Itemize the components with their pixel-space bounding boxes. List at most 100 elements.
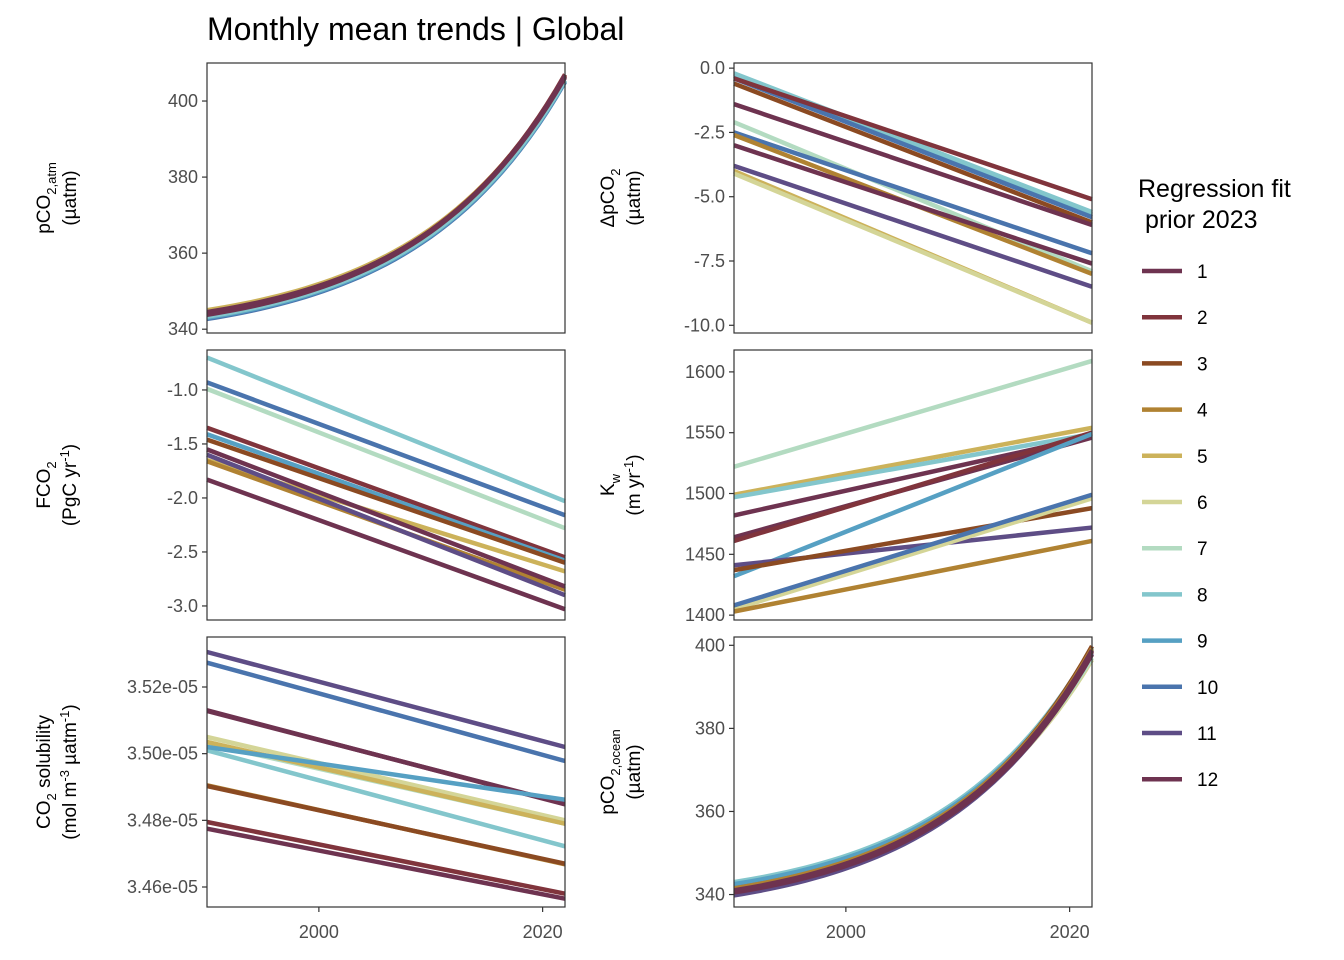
y-axis-unit-main-kw: (m yr	[624, 472, 645, 516]
series-line-dpco2-month-1-5	[733, 102, 1093, 228]
y-tick-label-pco2ocean-1: 360	[695, 801, 725, 821]
x-tick-label-pco2ocean-1: 2020	[1050, 922, 1090, 942]
y-tick-label-fco2-1: -1.5	[167, 434, 198, 454]
series-line-dpco2-month-3-4	[733, 81, 1093, 225]
y-axis-title-main-pco2atm: pCO	[34, 195, 55, 234]
series-line-solubility-month-3-10	[206, 783, 566, 866]
y-tick-label-dpco2-2: -5.0	[694, 187, 725, 207]
series-line-dpco2-month-11-10	[733, 163, 1093, 289]
y-tick-label-pco2atm-0: 340	[168, 319, 198, 339]
y-tick-label-dpco2-0: 0.0	[700, 58, 725, 78]
y-tick-label-solubility-0: 3.46e-05	[127, 877, 198, 897]
series-line-kw-month-6-9	[733, 496, 1093, 612]
panel-border-solubility	[206, 636, 566, 908]
panel-border-pco2atm	[206, 62, 566, 334]
y-axis-unit-sup-kw: -1	[621, 461, 636, 473]
series-line-pco2ocean-month-6-0	[733, 658, 1094, 889]
y-tick-label-pco2atm-3: 400	[168, 91, 198, 111]
series-line-kw-month-9-6	[733, 431, 1093, 579]
series-line-kw-month-2-5	[733, 430, 1093, 544]
series-line-fco2-month-10-2	[206, 380, 566, 518]
legend-label-7: 7	[1197, 539, 1208, 560]
series-line-dpco2-month-10-2	[733, 76, 1093, 220]
y-axis-unit-main-pco2ocean: (µatm)	[624, 744, 645, 799]
y-tick-label-dpco2-1: -2.5	[694, 122, 725, 142]
series-line-solubility-month-6-4	[206, 734, 566, 823]
y-axis-title-sub-kw: w	[608, 473, 623, 484]
legend-label-6: 6	[1197, 493, 1208, 514]
series-line-pco2ocean-month-1-10	[733, 649, 1094, 893]
legend-label-2: 2	[1197, 308, 1208, 329]
y-axis-unit-sup-fco2: -1	[57, 450, 72, 462]
series-line-dpco2-month-7-6	[733, 120, 1093, 274]
y-tick-label-pco2ocean-2: 380	[695, 718, 725, 738]
panel-dpco2: 0.0 -2.5 -5.0 -7.5 -10.0 ΔpCO2 (µatm)	[598, 58, 1093, 335]
series-line-solubility-month-1-3	[206, 708, 566, 806]
y-axis-title-main-solubility: CO	[34, 800, 55, 829]
series-line-kw-month-8-2	[733, 431, 1093, 500]
y-axis-unit-sup-solubility: -3	[57, 770, 72, 782]
y-axis-unit-kw: (m yr-1)	[621, 454, 645, 515]
series-line-pco2ocean-month-2-7	[733, 650, 1094, 897]
x-tick-label-solubility-1: 2020	[523, 922, 563, 942]
series-line-pco2atm-month-9-1	[206, 80, 567, 321]
panel-fco2: -1.0 -1.5 -2.0 -2.5 -3.0 FCO2 (PgC yr-1)	[34, 349, 566, 621]
y-axis-title-main-kw: K	[598, 483, 619, 496]
series-line-pco2ocean-month-3-5	[733, 645, 1094, 893]
y-axis-unit-fco2: (PgC yr-1)	[57, 444, 81, 526]
series-line-pco2ocean-month-8-2	[733, 646, 1094, 885]
y-tick-label-dpco2-4: -10.0	[684, 315, 725, 335]
y-tick-label-solubility-3: 3.52e-05	[127, 677, 198, 697]
y-tick-label-solubility-2: 3.50e-05	[127, 744, 198, 764]
legend-label-8: 8	[1197, 585, 1208, 606]
y-tick-label-kw-0: 1400	[685, 605, 725, 625]
y-axis-unit-dpco2: (µatm)	[624, 170, 645, 225]
y-tick-label-fco2-3: -2.5	[167, 542, 198, 562]
series-line-fco2-month-1-8	[206, 447, 566, 589]
legend-title-line1: Regression fit	[1138, 175, 1291, 203]
series-line-pco2atm-month-3-4	[206, 74, 567, 316]
series-line-solubility-month-9-8	[206, 744, 566, 802]
y-tick-label-dpco2-3: -7.5	[694, 251, 725, 271]
y-axis-title-main-pco2ocean: pCO	[598, 776, 619, 815]
y-axis-title-kw: Kw	[598, 473, 623, 496]
series-line-fco2-month-3-5	[206, 437, 566, 565]
legend-label-11: 11	[1197, 724, 1217, 745]
series-line-dpco2-month-6-12	[733, 171, 1093, 325]
panel-border-kw	[733, 349, 1093, 621]
series-line-pco2atm-month-1-6	[206, 74, 567, 317]
y-axis-title-fco2: FCO2	[34, 461, 59, 508]
y-tick-label-pco2ocean-3: 400	[695, 635, 725, 655]
series-line-fco2-month-11-9	[206, 452, 566, 598]
y-tick-label-kw-2: 1500	[685, 484, 725, 504]
series-line-pco2atm-month-5-3	[206, 75, 567, 313]
legend-label-4: 4	[1197, 401, 1208, 422]
y-axis-unit-pco2atm: (µatm)	[60, 170, 81, 225]
x-tick-label-pco2ocean-0: 2000	[826, 922, 866, 942]
y-axis-unit-main-dpco2: (µatm)	[624, 170, 645, 225]
series-line-fco2-month-7-1	[206, 386, 566, 531]
chart-title: Monthly mean trends | Global	[207, 11, 624, 47]
y-axis-unit-pco2ocean: (µatm)	[624, 744, 645, 799]
y-axis-title-pco2atm: pCO2,atm	[34, 162, 59, 234]
series-line-fco2-month-12-10	[206, 477, 566, 612]
series-line-solubility-month-2-11	[206, 819, 566, 896]
y-tick-label-pco2atm-1: 360	[168, 243, 198, 263]
y-tick-label-kw-3: 1550	[685, 423, 725, 443]
y-axis-unit-mid-solubility: µatm	[60, 722, 81, 770]
series-line-pco2ocean-month-11-8	[733, 652, 1094, 898]
series-line-solubility-month-11-0	[206, 649, 566, 750]
legend-label-5: 5	[1197, 447, 1208, 468]
y-axis-title-pco2ocean: pCO2,ocean	[598, 729, 623, 814]
panel-pco2atm: 340 360 380 400 pCO2,atm (µatm)	[34, 62, 567, 339]
y-axis-title-sub-fco2: 2	[44, 461, 59, 468]
y-tick-label-pco2atm-2: 380	[168, 167, 198, 187]
series-line-pco2ocean-month-4-6	[733, 647, 1094, 891]
series-line-dpco2-month-2-3	[733, 76, 1093, 202]
series-line-kw-month-3-8	[733, 505, 1093, 573]
series-line-solubility-month-8-7	[206, 748, 566, 849]
y-axis-unit-end-solubility: )	[60, 704, 81, 710]
series-line-fco2-month-2-3	[206, 425, 566, 560]
panel-border-pco2ocean	[733, 636, 1093, 908]
